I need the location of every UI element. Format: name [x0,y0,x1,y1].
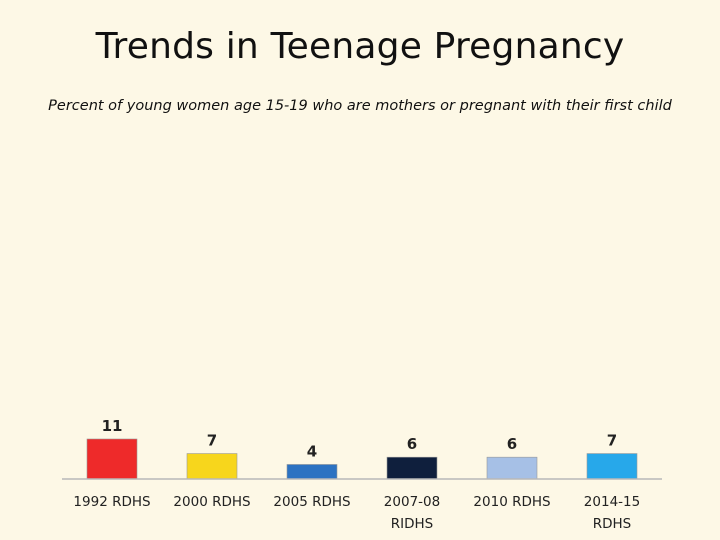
category-label-4: 2010 RDHS [473,494,550,510]
data-label-1: 7 [207,432,217,450]
data-label-3: 6 [407,435,417,453]
category-label-3: 2007-08 RIDHS [384,494,440,532]
category-label-0: 1992 RDHS [73,494,150,510]
bar-3 [386,456,438,480]
category-label-line: RDHS [593,516,632,532]
category-label-line: 2007-08 [384,494,440,510]
data-label-5: 7 [607,432,617,450]
data-label-0: 11 [102,417,123,435]
bar-0 [86,438,138,480]
bar-2 [286,464,338,480]
bars-group [86,438,638,480]
chart-title: Trends in Teenage Pregnancy [95,26,625,67]
bar-5 [586,453,638,480]
category-label-line: 2005 RDHS [273,494,350,510]
data-label-4: 6 [507,435,517,453]
category-label-line: 2010 RDHS [473,494,550,510]
chart-subtitle: Percent of young women age 15-19 who are… [48,98,672,114]
category-label-1: 2000 RDHS [173,494,250,510]
category-label-2: 2005 RDHS [273,494,350,510]
category-label-line: RIDHS [391,516,433,532]
labels-group: 11 1992 RDHS 7 2000 RDHS 4 2005 RDHS 6 2007-08 R… [73,417,640,532]
category-label-line: 1992 RDHS [73,494,150,510]
bar-1 [186,453,238,480]
category-label-line: 2014-15 [584,494,640,510]
category-label-line: 2000 RDHS [173,494,250,510]
category-label-5: 2014-15 RDHS [584,494,640,532]
data-label-2: 4 [307,442,317,460]
bar-4 [486,456,538,480]
